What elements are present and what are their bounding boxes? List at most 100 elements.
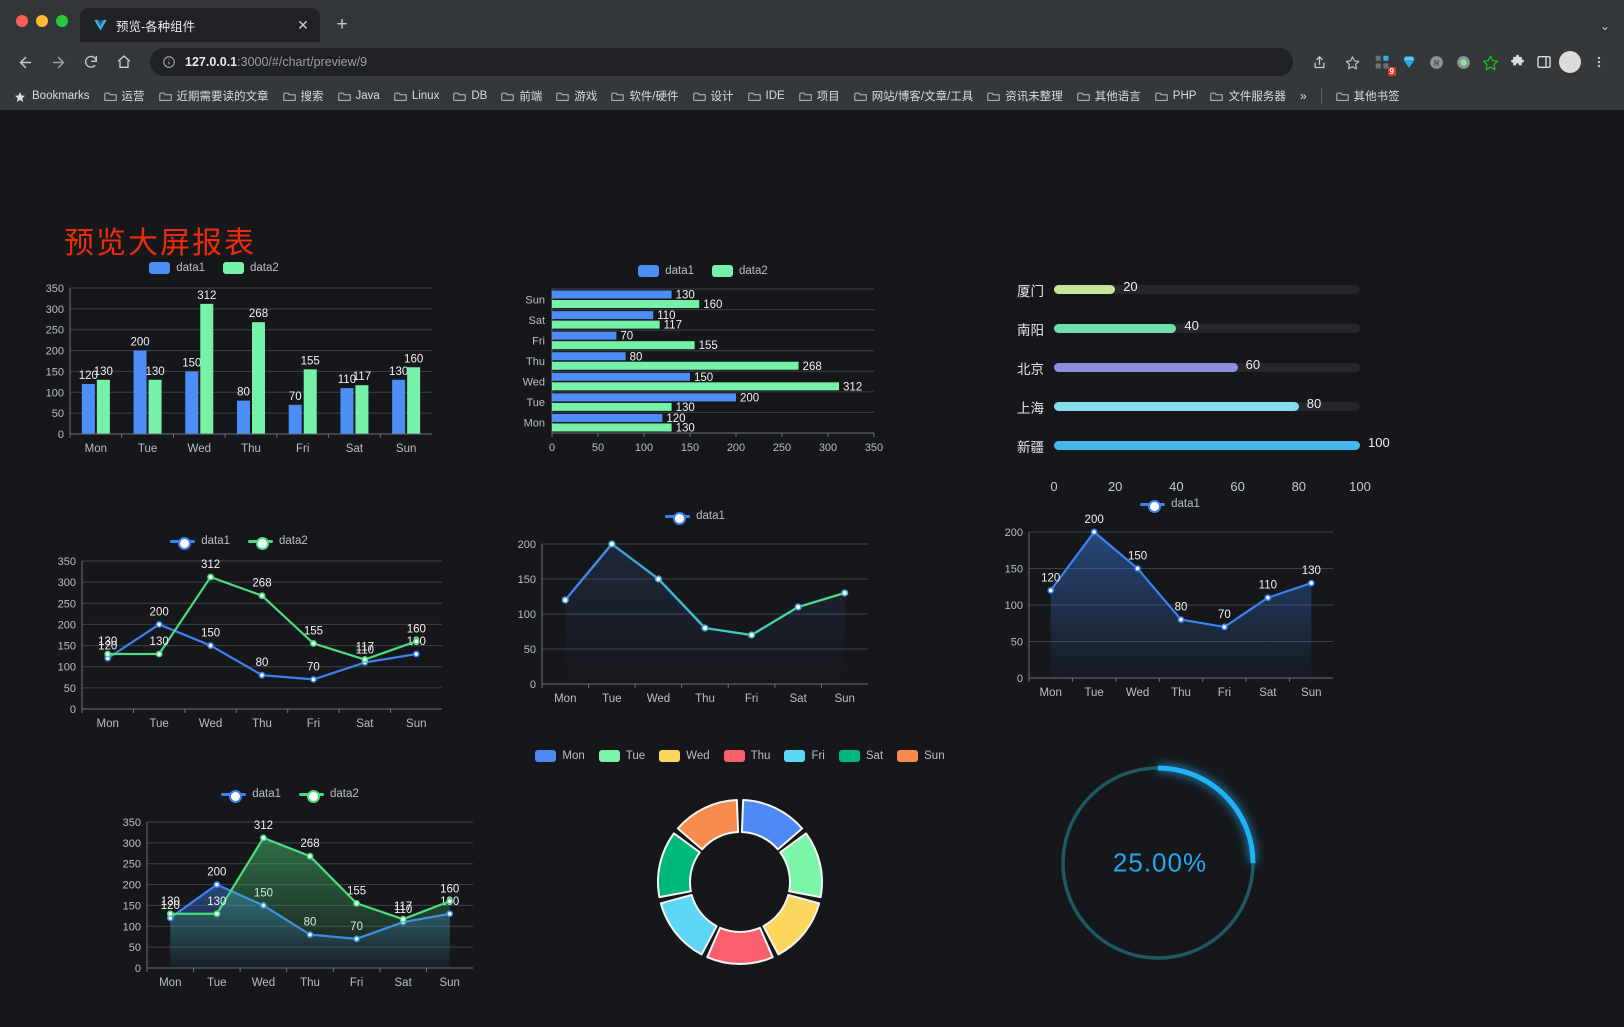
forward-button[interactable] bbox=[43, 47, 73, 77]
bar[interactable] bbox=[340, 388, 354, 434]
legend-item-tue[interactable]: Tue bbox=[598, 750, 645, 762]
data-point[interactable] bbox=[213, 910, 221, 918]
bookmark-folder[interactable]: 资讯未整理 bbox=[981, 85, 1069, 107]
data-point[interactable] bbox=[310, 675, 317, 683]
data-point[interactable] bbox=[104, 650, 112, 658]
pie-slice[interactable] bbox=[779, 832, 823, 899]
data-point[interactable] bbox=[747, 631, 756, 639]
side-panel-icon[interactable] bbox=[1532, 50, 1556, 74]
data-point[interactable] bbox=[1221, 623, 1228, 631]
bar[interactable] bbox=[81, 383, 95, 434]
legend-item-data2[interactable]: data2 bbox=[223, 262, 279, 274]
pie-slice[interactable] bbox=[676, 799, 740, 851]
more-menu-icon[interactable] bbox=[1584, 47, 1614, 77]
data-point[interactable] bbox=[260, 834, 267, 842]
legend-item-mon[interactable]: Mon bbox=[535, 750, 585, 762]
extension-grid-icon[interactable]: 9 bbox=[1370, 50, 1396, 76]
bar[interactable] bbox=[552, 341, 695, 350]
bar[interactable] bbox=[288, 404, 302, 434]
bookmark-folder[interactable]: 项目 bbox=[793, 85, 846, 107]
other-bookmarks-folder[interactable]: 其他书签 bbox=[1330, 85, 1406, 107]
share-icon[interactable] bbox=[1304, 47, 1334, 77]
data-point[interactable] bbox=[561, 596, 569, 604]
bookmark-folder[interactable]: 设计 bbox=[687, 85, 740, 107]
legend-item-wed[interactable]: Wed bbox=[659, 750, 710, 762]
minimize-window-button[interactable] bbox=[36, 15, 48, 27]
bar[interactable] bbox=[552, 402, 672, 411]
legend-item-data1[interactable]: data1 bbox=[149, 262, 205, 274]
data-point[interactable] bbox=[306, 852, 314, 860]
new-tab-button[interactable]: + bbox=[336, 14, 348, 35]
pie-slice[interactable] bbox=[659, 893, 718, 956]
bookmark-folder[interactable]: 搜索 bbox=[277, 85, 330, 107]
pie-slice[interactable] bbox=[762, 893, 821, 956]
bar[interactable] bbox=[133, 350, 147, 434]
data-point[interactable] bbox=[701, 624, 709, 632]
bookmark-folder[interactable]: Java bbox=[332, 87, 386, 105]
data-point[interactable] bbox=[412, 637, 420, 645]
progress-track[interactable]: 100 bbox=[1054, 435, 1390, 450]
legend-item-data2[interactable]: data2 bbox=[712, 265, 768, 277]
legend-item-fri[interactable]: Fri bbox=[784, 750, 825, 762]
window-controls[interactable] bbox=[12, 0, 80, 42]
data-point[interactable] bbox=[794, 603, 802, 611]
bookmark-folder[interactable]: PHP bbox=[1149, 87, 1203, 105]
bookmark-star-icon[interactable] bbox=[1337, 47, 1367, 77]
progress-track[interactable]: 80 bbox=[1054, 396, 1360, 411]
bar[interactable] bbox=[355, 385, 369, 434]
legend-item-data1[interactable]: data1 bbox=[170, 535, 230, 550]
data-point[interactable] bbox=[446, 897, 454, 905]
chevron-down-icon[interactable]: ⌄ bbox=[1599, 19, 1610, 33]
info-circle-icon[interactable] bbox=[162, 55, 176, 69]
data-point[interactable] bbox=[213, 881, 221, 888]
data-point[interactable] bbox=[399, 915, 407, 923]
address-bar[interactable]: 127.0.0.1:3000/#/chart/preview/9 bbox=[150, 48, 1293, 76]
legend-item-data2[interactable]: data2 bbox=[299, 788, 359, 803]
bookmark-folder[interactable]: 游戏 bbox=[550, 85, 603, 107]
bookmark-folder[interactable]: 前端 bbox=[495, 85, 548, 107]
data-point[interactable] bbox=[258, 671, 266, 679]
data-point[interactable] bbox=[608, 540, 616, 548]
bar[interactable] bbox=[252, 322, 265, 434]
bookmark-folder[interactable]: 网站/博客/文章/工具 bbox=[848, 85, 980, 107]
bar[interactable] bbox=[552, 382, 840, 391]
bar[interactable] bbox=[200, 303, 214, 434]
bar[interactable] bbox=[552, 413, 663, 422]
bar[interactable] bbox=[96, 379, 110, 434]
bar[interactable] bbox=[392, 379, 406, 434]
bar[interactable] bbox=[552, 331, 617, 340]
data-point[interactable] bbox=[166, 910, 174, 918]
progress-track[interactable]: 20 bbox=[1054, 279, 1360, 294]
home-button[interactable] bbox=[109, 47, 139, 77]
close-tab-button[interactable]: ✕ bbox=[297, 17, 309, 33]
legend-item-thu[interactable]: Thu bbox=[723, 750, 770, 762]
puzzle-extension-icon[interactable] bbox=[1505, 50, 1529, 74]
bar[interactable] bbox=[303, 369, 317, 434]
bookmark-folder[interactable]: 文件服务器 bbox=[1204, 85, 1292, 107]
bar[interactable] bbox=[237, 400, 250, 434]
pie-slice[interactable] bbox=[657, 832, 701, 899]
pie-slice[interactable] bbox=[706, 926, 774, 965]
bar[interactable] bbox=[552, 290, 672, 299]
close-window-button[interactable] bbox=[16, 15, 28, 27]
bookmark-folder[interactable]: Linux bbox=[388, 87, 446, 105]
data-point[interactable] bbox=[310, 640, 317, 647]
star-extension-icon[interactable] bbox=[1478, 50, 1502, 74]
bookmark-folder[interactable]: DB bbox=[447, 87, 493, 105]
back-button[interactable] bbox=[10, 47, 40, 77]
bar[interactable] bbox=[552, 300, 700, 309]
maximize-window-button[interactable] bbox=[56, 15, 68, 27]
bar[interactable] bbox=[148, 379, 162, 434]
data-point[interactable] bbox=[207, 642, 214, 649]
bar[interactable] bbox=[552, 361, 799, 370]
bar[interactable] bbox=[552, 311, 654, 320]
bookmark-folder[interactable]: 软件/硬件 bbox=[605, 85, 684, 107]
diamond-extension-icon[interactable] bbox=[1397, 50, 1421, 74]
bar[interactable] bbox=[407, 367, 421, 434]
data-point[interactable] bbox=[353, 899, 360, 907]
browser-tab[interactable]: 预览-各种组件 ✕ bbox=[80, 8, 320, 42]
avatar[interactable]: 😄 bbox=[1559, 51, 1581, 73]
data-point[interactable] bbox=[258, 592, 266, 600]
data-point[interactable] bbox=[1134, 565, 1141, 572]
progress-track[interactable]: 60 bbox=[1054, 357, 1360, 372]
